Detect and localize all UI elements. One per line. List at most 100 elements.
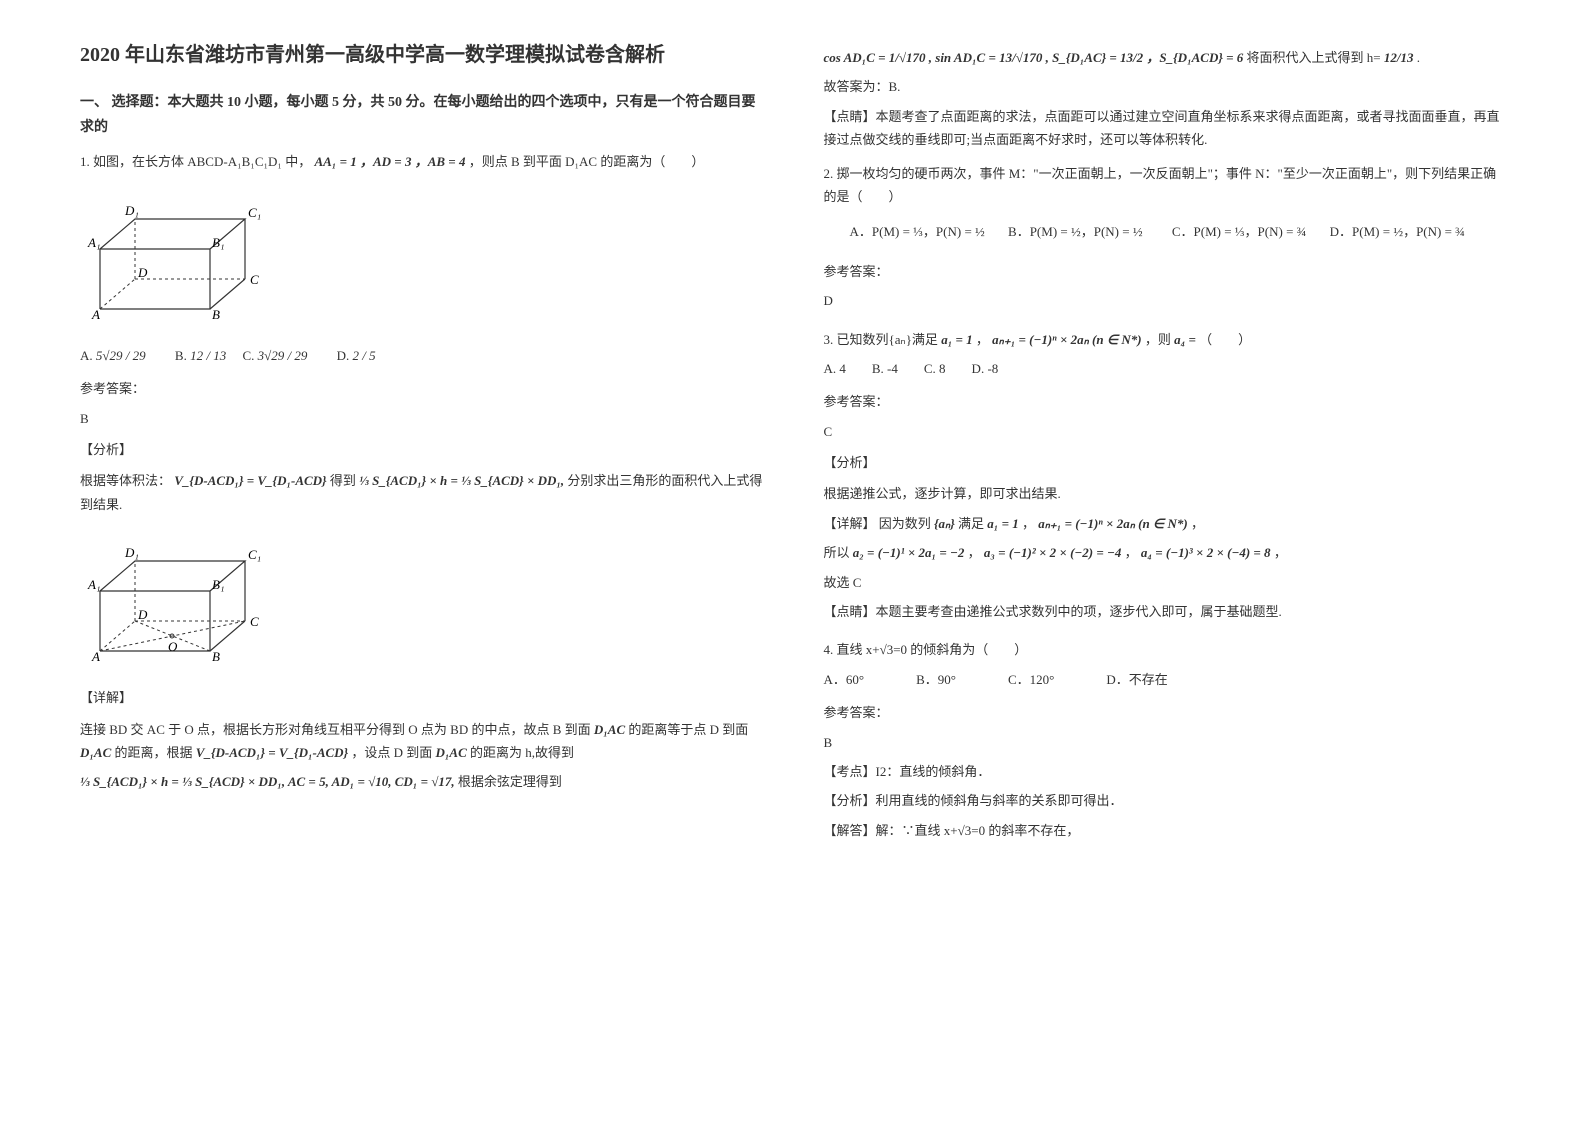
q3-detail-rec: aₙ₊₁ = (−1)ⁿ × 2aₙ (n ∈ N*)	[1038, 516, 1187, 531]
q3-detail-mid1: 满足	[958, 516, 987, 531]
q1-detail-mid3: ，设点 D 到面	[351, 745, 435, 760]
q2-answer-label: 参考答案：	[824, 260, 1508, 283]
q4-answer-label: 参考答案：	[824, 701, 1508, 724]
q1-detail-formula: ⅓ S_{ACD₁} × h = ⅓ S_{ACD} × DD₁, AC = 5…	[80, 774, 455, 789]
label-D: D	[137, 265, 148, 280]
q1-optD: 2 / 5	[353, 348, 376, 363]
q1-condition: AA₁ = 1 ，AD = 3 ，AB = 4	[314, 154, 465, 169]
q1-stem-suffix: ，则点 B 到平面 D₁AC 的距离为（ ）	[469, 154, 705, 169]
q1-analysis-mid: 得到	[330, 473, 359, 488]
q3-detail-sep: ，	[1022, 516, 1035, 531]
q1-detail-face3: D₁AC	[435, 745, 466, 760]
cuboid-figure-1: A B C D A₁ B₁ C₁ D₁	[80, 189, 280, 329]
label-B: B	[212, 307, 220, 322]
q4-jieda-text: 解：∵直线 x+√3=0 的斜率不存在，	[876, 823, 1080, 838]
q1-optA-label: A.	[80, 348, 96, 363]
label-A: A	[91, 307, 100, 322]
q2-optA: A．P(M) = ⅓，P(N) = ½	[824, 220, 985, 243]
q3-dianjing-label: 【点睛】	[824, 604, 876, 619]
label2-C1: C₁	[248, 547, 261, 562]
label2-A: A	[91, 649, 100, 664]
q1-dianjing: 【点睛】本题考查了点面距离的求法，点面距可以通过建立空间直角坐标系来求得点面距离…	[824, 105, 1508, 152]
cuboid-figure-2: A B C D A₁ B₁ C₁ D₁ O	[80, 531, 280, 671]
q4-kaodian-text: I2：直线的倾斜角．	[876, 764, 991, 779]
q3-conclusion: 故选 C	[824, 571, 1508, 594]
q1-optC: 3√29 / 29	[258, 348, 308, 363]
q3-s2: ，	[1125, 545, 1138, 560]
q4-kaodian-label: 【考点】	[824, 764, 876, 779]
label-C: C	[250, 272, 259, 287]
q3-detail: 【详解】 因为数列 {aₙ} 满足 a₁ = 1 ， aₙ₊₁ = (−1)ⁿ …	[824, 512, 1508, 535]
label2-B1: B₁	[212, 577, 224, 592]
q1-detail-p1: 连接 BD 交 AC 于 O 点，根据长方形对角线互相平分得到 O 点为 BD …	[80, 718, 764, 765]
q3-analysis-text: 根据递推公式，逐步计算，即可求出结果.	[824, 482, 1508, 505]
q1-analysis-label: 【分析】	[80, 438, 764, 461]
q4-analysis-text: 利用直线的倾斜角与斜率的关系即可得出．	[876, 793, 1123, 808]
label-C1: C₁	[248, 205, 261, 220]
q1-dianjing-label: 【点睛】	[824, 109, 876, 124]
q3-detail-comma: ，	[1191, 516, 1204, 531]
q3-detail-prefix: 因为数列	[879, 516, 934, 531]
top-result: 12/13	[1384, 50, 1414, 65]
section-heading: 一、 选择题：本大题共 10 小题，每小题 5 分，共 50 分。在每小题给出的…	[80, 90, 764, 140]
label2-O: O	[168, 639, 178, 654]
q3-stem: 3. 已知数列{aₙ}满足 a₁ = 1 ， aₙ₊₁ = (−1)ⁿ × 2a…	[824, 328, 1508, 351]
q3-analysis-label: 【分析】	[824, 451, 1508, 474]
q1-detail-mid2: 的距离，根据	[115, 745, 196, 760]
q1-options: A. 5√29 / 29 B. 12 / 13 C. 3√29 / 29 D. …	[80, 344, 764, 367]
q3-a2: a₂ = (−1)¹ × 2a₁ = −2	[853, 545, 965, 560]
top-line: cos AD₁C = 1/√170 , sin AD₁C = 13/√170 ,…	[824, 46, 1508, 69]
label2-A1: A₁	[87, 577, 100, 592]
q3-options: A. 4 B. -4 C. 8 D. -8	[824, 357, 1508, 380]
q4-analysis-label: 【分析】	[824, 793, 876, 808]
q3-detail-a1: a₁ = 1	[987, 516, 1018, 531]
q3-cond-sep: ，	[976, 332, 989, 347]
q1-analysis: 根据等体积法： V_{D-ACD₁} = V_{D₁-ACD} 得到 ⅓ S_{…	[80, 469, 764, 516]
q1-optA: 5√29 / 29	[96, 348, 146, 363]
q1-detail-suffix: 的距离为 h,故得到	[470, 745, 574, 760]
label-B1: B₁	[212, 235, 224, 250]
q3-target: a₄ =	[1174, 332, 1196, 347]
q4-answer: B	[824, 731, 1508, 754]
q3-detail-label: 【详解】	[824, 516, 876, 531]
q1-detail-label: 【详解】	[80, 686, 764, 709]
q3-dianjing-text: 本题主要考查由递推公式求数列中的项，逐步代入即可，属于基础题型.	[876, 604, 1282, 619]
q4-options: A．60° B．90° C．120° D．不存在	[824, 668, 1508, 691]
q1-answer-label: 参考答案：	[80, 377, 764, 400]
q2-optD: D．P(M) = ½，P(N) = ¾	[1330, 224, 1465, 239]
q3-answer-label: 参考答案：	[824, 390, 1508, 413]
q3-s3: ，	[1274, 545, 1287, 560]
label2-B: B	[212, 649, 220, 664]
q2-optC: C．P(M) = ⅓，P(N) = ¾	[1146, 220, 1307, 243]
q2-optB: B．P(M) = ½，P(N) = ½	[1008, 224, 1143, 239]
q1-analysis-f2: ⅓ S_{ACD₁} × h = ⅓ S_{ACD} × DD₁,	[359, 473, 564, 488]
q4-jieda-label: 【解答】	[824, 823, 876, 838]
q4-stem: 4. 直线 x+√3=0 的倾斜角为（ ）	[824, 638, 1508, 661]
q4-jieda: 【解答】解：∵直线 x+√3=0 的斜率不存在，	[824, 819, 1508, 842]
q1-detail-face1: D₁AC	[594, 722, 625, 737]
q3-cond1: a₁ = 1	[941, 332, 972, 347]
q1-analysis-f1: V_{D-ACD₁} = V_{D₁-ACD}	[174, 473, 326, 488]
q1-analysis-prefix: 根据等体积法：	[80, 473, 171, 488]
q3-s1: ，	[968, 545, 981, 560]
q3-calc: 所以 a₂ = (−1)¹ × 2a₁ = −2 ， a₃ = (−1)² × …	[824, 541, 1508, 564]
label-D1: D₁	[124, 203, 139, 218]
q1-detail-formula-line: ⅓ S_{ACD₁} × h = ⅓ S_{ACD} × DD₁, AC = 5…	[80, 770, 764, 793]
top-formula: cos AD₁C = 1/√170 , sin AD₁C = 13/√170 ,…	[824, 50, 1144, 65]
q3-stem-suffix: ，则	[1145, 332, 1174, 347]
q3-so: 所以	[824, 545, 853, 560]
q3-dianjing: 【点睛】本题主要考查由递推公式求数列中的项，逐步代入即可，属于基础题型.	[824, 600, 1508, 623]
q3-paren: （ ）	[1199, 332, 1251, 347]
q1-optB-label: B.	[175, 348, 190, 363]
q1-detail-vol: V_{D-ACD₁} = V_{D₁-ACD}	[196, 745, 348, 760]
page-title: 2020 年山东省潍坊市青州第一高级中学高一数学理模拟试卷含解析	[80, 40, 764, 70]
q1-answer: B	[80, 407, 764, 430]
q1-detail-mid: 的距离等于点 D 到面	[628, 722, 748, 737]
q3-answer: C	[824, 420, 1508, 443]
q1-optD-label: D.	[337, 348, 353, 363]
q1-stem: 1. 如图，在长方体 ABCD-A₁B₁C₁D₁ 中， AA₁ = 1 ，AD …	[80, 150, 764, 173]
q2-answer: D	[824, 289, 1508, 312]
q1-optC-label: C.	[242, 348, 257, 363]
q1-detail-tail: 根据余弦定理得到	[458, 774, 562, 789]
q2-stem: 2. 掷一枚均匀的硬币两次，事件 M："一次正面朝上，一次反面朝上"；事件 N：…	[824, 162, 1508, 209]
